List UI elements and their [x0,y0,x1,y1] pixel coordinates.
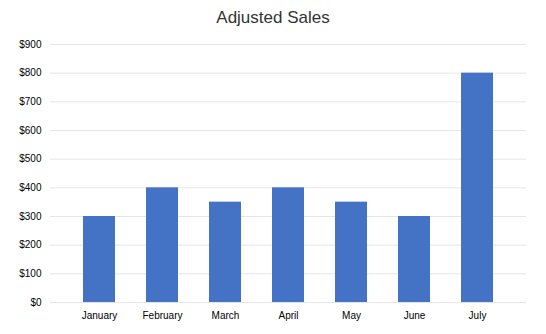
svg-text:July: July [469,310,487,321]
svg-text:$900: $900 [19,39,42,50]
svg-text:$0: $0 [30,297,42,308]
svg-text:April: April [278,310,298,321]
svg-text:$200: $200 [19,239,42,250]
svg-text:$600: $600 [19,125,42,136]
svg-text:$800: $800 [19,67,42,78]
svg-text:$400: $400 [19,182,42,193]
svg-text:January: January [82,310,118,321]
html-text:Adjusted Sales: Adjusted Sales [216,8,330,27]
svg-text:$100: $100 [19,268,42,279]
svg-text:May: May [342,310,361,321]
svg-text:$300: $300 [19,211,42,222]
svg-text:February: February [142,310,182,321]
svg-text:$700: $700 [19,96,42,107]
svg-text:June: June [404,310,426,321]
svg-text:March: March [212,310,240,321]
svg-text:$500: $500 [19,153,42,164]
